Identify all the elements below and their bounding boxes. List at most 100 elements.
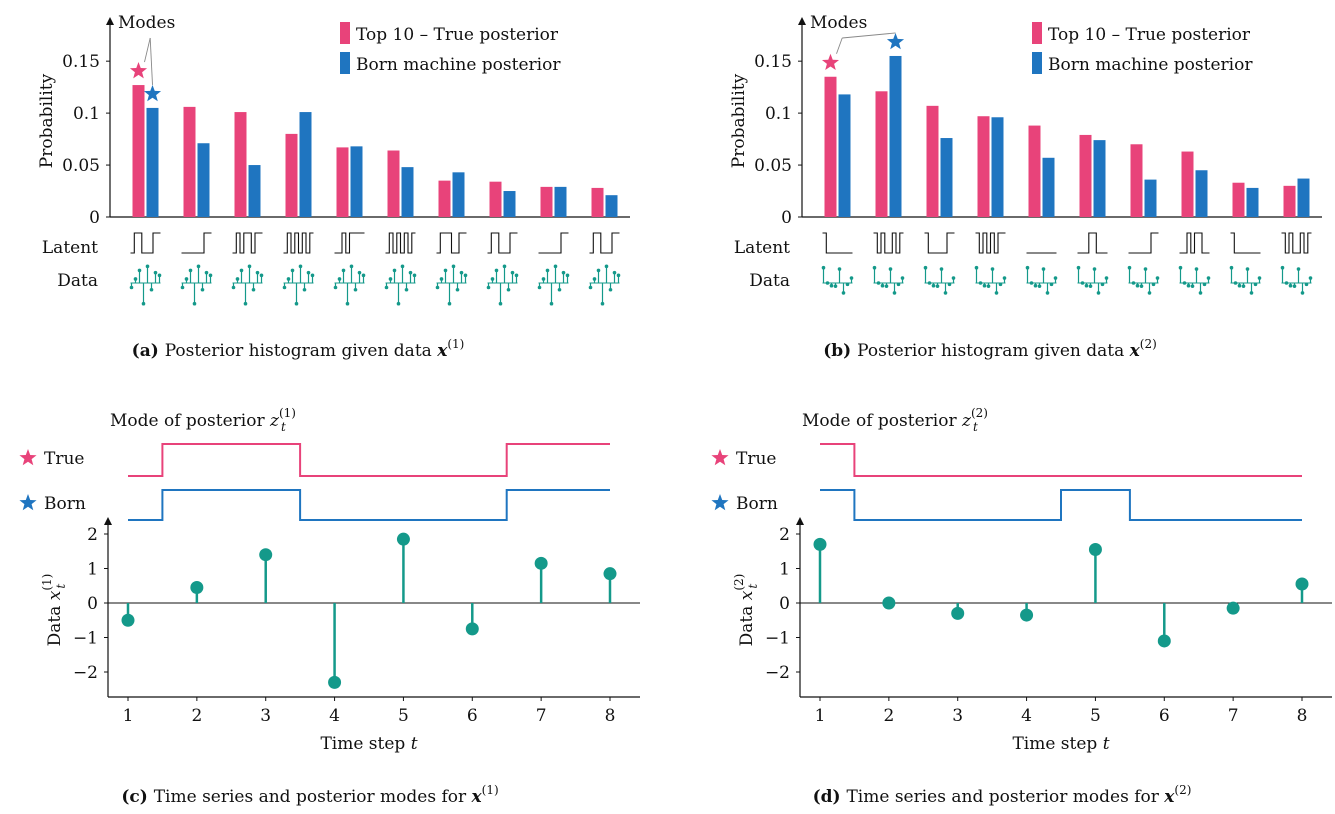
a-bar-born [401,167,414,217]
a-data-glyph-point [447,301,452,306]
a-data-glyph-point [290,268,295,273]
c-y-tick-label: −1 [73,629,98,649]
a-data-glyph-point [561,270,566,275]
a-latent-pattern [487,232,518,254]
c-x-tick-label: 2 [191,706,202,726]
b-bar-true [1130,144,1143,217]
b-data-glyph-point [1304,282,1309,287]
a-data-glyph-point [149,287,154,292]
c-mode-line-born [128,489,610,521]
b-data-glyph-point [935,284,940,288]
a-data-glyph-point [239,268,244,273]
c-x-tick-label: 1 [123,706,134,726]
a-latent-pattern [334,232,365,254]
d-mode-star-born [711,494,729,511]
a-data-glyph-point [443,268,448,273]
b-latent-pattern [1230,232,1261,254]
c-x-axis-label: Time step t [320,734,417,754]
a-data-glyph-point [392,268,397,273]
d-stem-point [1088,543,1102,557]
a-data-glyph-point [345,301,350,306]
a-bar-true [387,150,400,217]
d-stem-point [1020,608,1034,622]
c-y-tick-label: −2 [73,663,98,683]
c-y-tick-label: 0 [87,594,98,614]
b-data-glyph-point [982,283,987,288]
b-data-glyph-point [1080,281,1085,285]
a-data-glyph-point [349,264,354,269]
b-mode-pointer [842,32,896,39]
b-data-glyph-point [931,283,936,288]
b-y-tick-label: 0 [781,208,792,228]
a-data-glyph-point [510,270,515,275]
b-data-glyph-point [1143,267,1148,271]
b-caption: (b) Posterior histogram given data x(2) [823,337,1157,361]
a-y-tick-label: 0 [89,208,100,228]
a-data-glyph-point [153,270,158,275]
b-data-glyph-point [841,291,846,295]
a-latent-pattern [130,232,161,254]
b-data-glyph-point [1096,291,1101,295]
d-mode-line-true [820,443,1302,477]
a-data-glyph-point [180,285,185,290]
b-data-glyph-point [1041,267,1046,271]
a-data-glyph-point [282,285,287,290]
b-mode-star-true [821,53,840,71]
b-data-glyph-point [1249,291,1254,295]
a-modes-annotation: Modes [118,13,175,33]
b-data-glyph-point [1104,276,1109,280]
a-data-glyph-point [490,277,495,281]
a-data-glyph-point [243,301,248,306]
c-stem-point [259,548,273,562]
b-bar-born [1144,179,1157,217]
b-data-glyph-point [939,267,944,271]
b-data-glyph-point [1257,276,1262,280]
a-data-glyph-point [588,285,593,290]
d-y-axis-label: Data x(2)t [732,574,760,647]
b-data-glyph-point [1241,284,1246,288]
b-latent-pattern [1077,232,1108,254]
a-data-glyph-point [184,277,189,281]
b-data-glyph-point [880,283,885,288]
a-latent-pattern [589,232,620,254]
a-data-label: Data [57,271,98,291]
a-y-tick-label: 0.15 [62,52,100,72]
a-data-glyph-point [129,285,134,290]
b-data-glyph-point [821,265,826,270]
a-data-glyph-point [337,277,342,281]
b-mode-pointer [836,37,843,54]
b-y-tick-label: 0.1 [765,104,792,124]
a-bar-true [591,187,604,217]
d-stem-point [882,596,896,610]
b-legend-swatch-true [1032,22,1042,44]
a-data-glyph-point [192,301,197,306]
b-data-glyph-point [884,284,889,288]
a-data-glyph-point [145,264,150,269]
a-bar-true [132,85,145,217]
a-y-tick-label: 0.1 [73,104,100,124]
c-stem-point [190,580,204,594]
c-caption: (c) Time series and posterior modes for … [121,783,498,807]
d-x-tick-label: 2 [883,706,894,726]
a-data-glyph-point [133,277,138,281]
a-data-glyph-point [494,268,499,273]
panel-c-time-series: Mode of posterior z(1) t True Born −2 −1 0 1 2 1 2… [19,406,640,807]
a-data-glyph-point [306,270,311,275]
b-y-tick-label: 0.15 [754,52,792,72]
a-caption: (a) Posterior histogram given data x(1) [132,337,465,361]
b-data-glyph-point [951,276,956,280]
a-latent-pattern [436,232,467,254]
b-bar-true [824,76,837,217]
a-latent-pattern [385,232,416,254]
b-data-glyph-point [978,281,983,285]
b-data-glyph-point [1186,283,1191,288]
d-stem-point [813,537,827,551]
a-data-glyph-point [341,268,346,273]
c-y-tick-label: 2 [87,525,98,545]
a-latent-pattern [232,232,263,254]
a-data-glyph-point [604,264,609,269]
a-data-glyph-point [455,287,460,292]
b-data-glyph-point [1053,276,1058,280]
a-y-axis-arrow [106,17,114,25]
